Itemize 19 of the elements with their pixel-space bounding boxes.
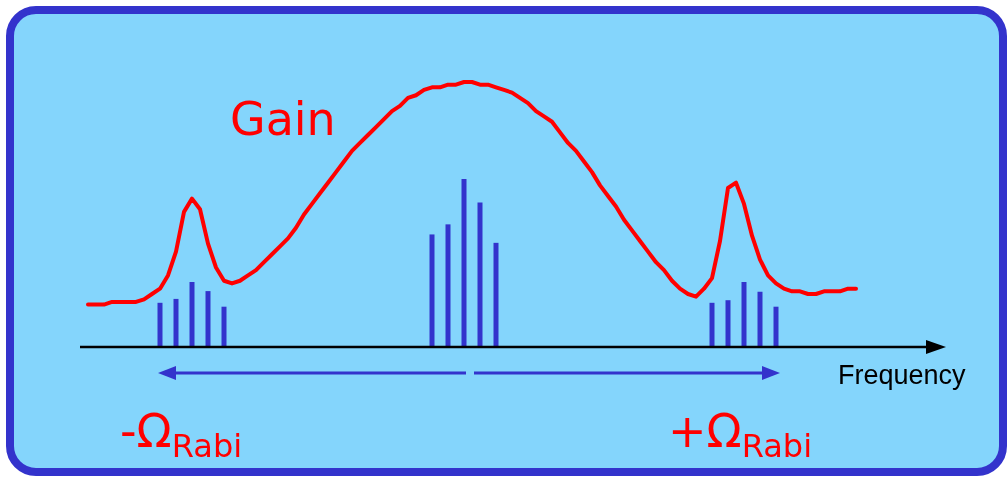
bar [189, 282, 195, 347]
bar [773, 306, 779, 347]
bar [493, 242, 499, 347]
text: +Ω$_{Rabi}$ [668, 404, 813, 465]
x-axis-title: Frequency [837, 359, 966, 390]
bar [429, 234, 435, 347]
bar [477, 202, 483, 347]
series-label: Gain [230, 92, 336, 146]
text: -Ω$_{Rabi}$ [120, 404, 243, 465]
bar [205, 291, 211, 347]
bar [757, 291, 763, 347]
bar [741, 282, 747, 347]
bar [445, 224, 451, 347]
bar [157, 302, 163, 347]
bar [173, 298, 179, 347]
bar [221, 306, 227, 347]
bar [709, 302, 715, 347]
bar [461, 179, 467, 347]
bar [725, 300, 731, 347]
